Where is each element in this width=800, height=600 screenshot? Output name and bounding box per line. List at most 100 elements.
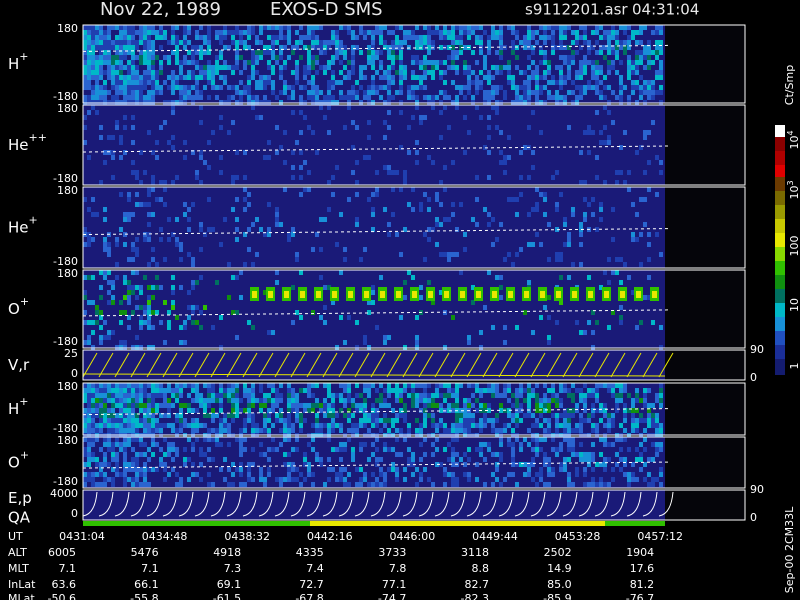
spectrogram-cell bbox=[199, 45, 203, 50]
spectrogram-cell bbox=[607, 423, 611, 428]
spectrogram-cell bbox=[591, 310, 595, 315]
spectrogram-cell bbox=[652, 291, 657, 298]
spectrogram-cell bbox=[527, 393, 531, 398]
spectrogram-cell bbox=[103, 472, 107, 477]
spectrogram-cell bbox=[279, 393, 283, 398]
spectrogram-cell bbox=[367, 55, 371, 60]
tick-label: 4000 bbox=[50, 487, 78, 500]
spectrogram-cell bbox=[135, 45, 139, 50]
spectrogram-cell bbox=[363, 75, 367, 80]
spectrogram-cell bbox=[167, 413, 171, 418]
spectrogram-cell bbox=[439, 423, 443, 428]
spectrogram-cell bbox=[231, 310, 235, 315]
spectrogram-cell bbox=[131, 285, 135, 290]
spectrogram-cell bbox=[275, 40, 279, 45]
spectrogram-cell bbox=[431, 30, 435, 35]
spectrogram-cell bbox=[379, 393, 383, 398]
spectrogram-cell bbox=[351, 70, 355, 75]
spectrogram-cell bbox=[363, 340, 367, 345]
spectrogram-cell bbox=[87, 320, 91, 325]
spectrogram-cell bbox=[467, 472, 471, 477]
spectrogram-cell bbox=[599, 70, 603, 75]
spectrogram-cell bbox=[351, 30, 355, 35]
spectrogram-cell bbox=[563, 462, 567, 467]
spectrogram-cell bbox=[647, 418, 651, 423]
spectrogram-cell bbox=[619, 447, 623, 452]
spectrogram-cell bbox=[243, 383, 247, 388]
spectrogram-cell bbox=[91, 457, 95, 462]
spectrogram-cell bbox=[91, 75, 95, 80]
spectrogram-cell bbox=[283, 35, 287, 40]
spectrogram-cell bbox=[251, 447, 255, 452]
spectrogram-cell bbox=[559, 35, 563, 40]
spectrogram-cell bbox=[471, 413, 475, 418]
spectrogram-cell bbox=[103, 408, 107, 413]
spectrogram-cell bbox=[623, 462, 627, 467]
spectrogram-cell bbox=[547, 457, 551, 462]
spectrogram-cell bbox=[547, 90, 551, 95]
spectrogram-cell bbox=[151, 212, 155, 217]
spectrogram-cell bbox=[631, 403, 635, 408]
spectrogram-cell bbox=[271, 50, 275, 55]
spectrogram-cell bbox=[587, 452, 591, 457]
spectrogram-cell bbox=[103, 237, 107, 242]
spectrogram-cell bbox=[231, 30, 235, 35]
spectrogram-cell bbox=[655, 40, 659, 45]
spectrogram-cell bbox=[259, 40, 263, 45]
spectrogram-cell bbox=[427, 50, 431, 55]
spectrogram-cell bbox=[427, 35, 431, 40]
spectrogram-cell bbox=[471, 393, 475, 398]
spectrogram-cell bbox=[479, 115, 483, 120]
spectrogram-cell bbox=[495, 428, 499, 433]
spectrogram-cell bbox=[167, 55, 171, 60]
spectrogram-cell bbox=[575, 320, 579, 325]
spectrogram-cell bbox=[655, 50, 659, 55]
spectrogram-cell bbox=[151, 285, 155, 290]
spectrogram-cell bbox=[335, 447, 339, 452]
spectrogram-cell bbox=[151, 423, 155, 428]
spectrogram-cell bbox=[575, 50, 579, 55]
spectrogram-cell bbox=[267, 25, 271, 30]
spectrogram-cell bbox=[503, 90, 507, 95]
spectrogram-cell bbox=[447, 383, 451, 388]
spectrogram-cell bbox=[123, 467, 127, 472]
spectrogram-cell bbox=[175, 85, 179, 90]
spectrogram-cell bbox=[275, 217, 279, 222]
spectrogram-cell bbox=[87, 25, 91, 30]
spectrogram-cell bbox=[91, 95, 95, 100]
spectrogram-cell bbox=[135, 398, 139, 403]
spectrogram-cell bbox=[419, 80, 423, 85]
spectrogram-cell bbox=[183, 212, 187, 217]
spectrogram-cell bbox=[551, 383, 555, 388]
spectrogram-cell bbox=[203, 383, 207, 388]
spectrogram-cell bbox=[403, 280, 407, 285]
spectrogram-cell bbox=[643, 130, 647, 135]
spectrogram-cell bbox=[527, 30, 531, 35]
spectrogram-cell bbox=[379, 275, 383, 280]
spectrogram-cell bbox=[407, 383, 411, 388]
spectrogram-cell bbox=[327, 60, 331, 65]
spectrogram-cell bbox=[303, 452, 307, 457]
spectrogram-cell bbox=[139, 95, 143, 100]
spectrogram-cell bbox=[99, 315, 103, 320]
spectrogram-cell bbox=[367, 120, 371, 125]
spectrogram-cell bbox=[123, 232, 127, 237]
spectrogram-cell bbox=[351, 95, 355, 100]
spectrogram-cell bbox=[351, 457, 355, 462]
dashed-line bbox=[82, 408, 671, 416]
spectrogram-cell bbox=[219, 30, 223, 35]
spectrogram-cell bbox=[607, 388, 611, 393]
spectrogram-cell bbox=[231, 95, 235, 100]
spectrogram-cell bbox=[583, 212, 587, 217]
spectrogram-cell bbox=[195, 85, 199, 90]
spectrogram-cell bbox=[279, 477, 283, 482]
spectrogram-cell bbox=[131, 40, 135, 45]
spectrogram-cell bbox=[283, 187, 287, 192]
spectrogram-cell bbox=[111, 60, 115, 65]
spectrogram-cell bbox=[547, 335, 551, 340]
spectrogram-cell bbox=[179, 383, 183, 388]
spectrogram-cell bbox=[231, 398, 235, 403]
spectrogram-cell bbox=[191, 418, 195, 423]
spectrogram-cell bbox=[335, 55, 339, 60]
cell-value: -55.8 bbox=[130, 592, 158, 600]
